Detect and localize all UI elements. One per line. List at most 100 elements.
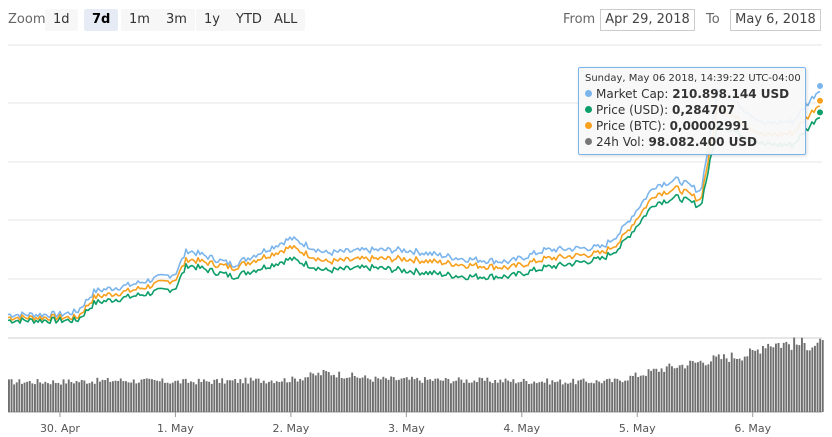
zoom-1m-button[interactable]: 1m (121, 9, 158, 31)
volume-bar-229 (603, 380, 606, 412)
volume-bar-92 (247, 383, 250, 412)
volume-bar-6 (23, 382, 26, 412)
volume-bar-245 (645, 375, 647, 412)
volume-bar-275 (723, 354, 725, 412)
volume-bar-180 (476, 382, 478, 412)
volume-bar-148 (392, 377, 395, 412)
price-usd-dot-icon (585, 106, 592, 113)
volume-bar-210 (554, 382, 556, 412)
volume-bar-42 (117, 381, 120, 412)
volume-bar-146 (387, 379, 390, 412)
volume-bar-303 (795, 344, 798, 412)
volume-bar-84 (226, 380, 229, 412)
volume-bar-174 (460, 379, 463, 412)
volume-bar-299 (785, 341, 788, 412)
volume-bar-101 (270, 380, 273, 412)
zoom-ytd-button[interactable]: YTD (228, 9, 270, 31)
volume-bar-265 (697, 362, 699, 412)
volume-bar-262 (689, 360, 692, 412)
volume-bar-61 (166, 382, 169, 412)
volume-bar-204 (538, 382, 541, 412)
volume-bar-231 (608, 378, 611, 412)
volume-bar-311 (816, 342, 819, 412)
volume-bar-228 (600, 383, 603, 412)
volume-bar-33 (93, 383, 96, 412)
volume-bar-23 (67, 379, 70, 412)
volume-bar-56 (153, 380, 156, 412)
volume-bar-126 (335, 377, 338, 412)
x-tick-label-1: 1. May (157, 422, 194, 435)
volume-bar-121 (322, 370, 325, 412)
volume-bar-259 (681, 364, 684, 412)
volume-bar-270 (710, 361, 712, 412)
volume-bar-249 (655, 368, 658, 412)
zoom-all-button[interactable]: ALL (266, 9, 306, 31)
volume-bar-293 (769, 346, 772, 412)
series-line-market-cap (7, 87, 821, 319)
volume-bar-189 (499, 379, 502, 412)
volume-bar-152 (403, 378, 406, 412)
volume-bar-208 (548, 384, 551, 412)
series-line-price-usd (7, 117, 821, 325)
volume-bar-19 (57, 383, 60, 412)
volume-bar-68 (184, 378, 187, 412)
volume-bar-57 (156, 380, 159, 412)
volume-bar-52 (143, 379, 146, 412)
volume-bar-130 (346, 377, 348, 412)
volume-bar-289 (759, 353, 762, 412)
volume-bar-215 (567, 383, 569, 412)
volume-bar-292 (767, 343, 770, 412)
volume-bar-103 (275, 381, 278, 412)
volume-bar-222 (585, 381, 588, 412)
volume-bar-308 (808, 350, 811, 412)
volume-bar-11 (36, 379, 39, 412)
volume-bar-110 (294, 378, 296, 412)
volume-bar-79 (213, 379, 216, 412)
to-date-input[interactable] (730, 9, 821, 31)
volume-bar-248 (652, 368, 655, 412)
volume-bar-233 (613, 378, 616, 412)
zoom-1d-button[interactable]: 1d (45, 9, 78, 31)
volume-bar-112 (299, 378, 302, 412)
volume-bar-54 (148, 378, 151, 412)
tooltip-label: Price (USD): (596, 103, 669, 117)
zoom-1y-button[interactable]: 1y (196, 9, 228, 31)
volume-bar-194 (512, 379, 515, 412)
volume-bar-122 (325, 371, 328, 412)
volume-bar-49 (135, 383, 138, 412)
volume-bar-31 (88, 383, 91, 412)
volume-bar-36 (101, 379, 104, 412)
volume-bar-50 (138, 382, 140, 412)
volume-bar-129 (343, 378, 346, 412)
volume-bar-44 (122, 381, 125, 412)
volume-bar-185 (489, 381, 491, 412)
volume-bar-258 (678, 365, 681, 412)
volume-bar-179 (473, 380, 476, 412)
volume-bar-177 (468, 382, 471, 412)
volume-bar-17 (52, 380, 55, 412)
zoom-label: Zoom (8, 12, 46, 27)
volume-bar-244 (642, 375, 645, 412)
volume-bar-301 (790, 349, 793, 412)
volume-bar-26 (75, 381, 78, 412)
volume-bar-60 (164, 382, 166, 412)
volume-bar-132 (351, 372, 354, 412)
volume-bar-14 (44, 381, 47, 412)
volume-dot-icon (585, 138, 592, 145)
hover-marker-2 (816, 96, 824, 105)
volume-bar-76 (205, 381, 208, 412)
zoom-3m-button[interactable]: 3m (158, 9, 195, 31)
volume-bar-261 (686, 365, 689, 412)
volume-bar-172 (455, 380, 458, 412)
from-date-input[interactable] (600, 9, 695, 31)
volume-bar-273 (717, 354, 720, 412)
volume-bar-168 (444, 378, 447, 412)
volume-bar-163 (431, 380, 434, 412)
x-tick-label-3: 3. May (388, 422, 425, 435)
zoom-7d-button[interactable]: 7d (84, 9, 119, 31)
volume-bar-9 (31, 383, 34, 412)
volume-bar-272 (715, 356, 718, 412)
volume-bar-284 (746, 356, 749, 412)
volume-bar-162 (429, 379, 432, 412)
